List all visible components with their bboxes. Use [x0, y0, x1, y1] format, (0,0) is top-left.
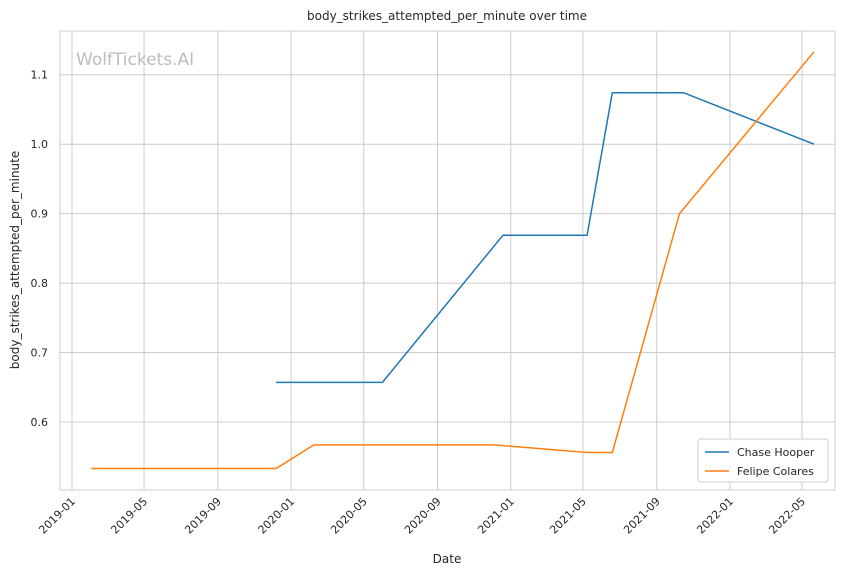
legend: Chase Hooper Felipe Colares	[697, 438, 829, 483]
y-tick-label: 0.9	[31, 208, 49, 221]
legend-box	[697, 438, 829, 483]
grid-lines	[60, 31, 835, 490]
y-tick-label: 0.6	[31, 416, 49, 429]
y-axis-label: body_strikes_attempted_per_minute	[8, 151, 22, 369]
x-axis-label: Date	[433, 552, 462, 566]
y-tick-label: 0.7	[31, 347, 49, 360]
chart-title: body_strikes_attempted_per_minute over t…	[307, 9, 587, 23]
series-line-chase-hooper	[276, 92, 815, 384]
legend-label-chase-hooper: Chase Hooper	[737, 446, 815, 459]
y-tick-label: 0.8	[31, 277, 49, 290]
y-tick-label: 1.0	[31, 138, 49, 151]
y-tick-label: 1.1	[31, 69, 49, 82]
watermark-text: WolfTickets.AI	[76, 50, 194, 70]
legend-label-felipe-colares: Felipe Colares	[737, 465, 814, 478]
series-lines	[91, 51, 815, 470]
series-line-felipe-colares	[91, 51, 815, 470]
plot-area	[59, 30, 836, 491]
